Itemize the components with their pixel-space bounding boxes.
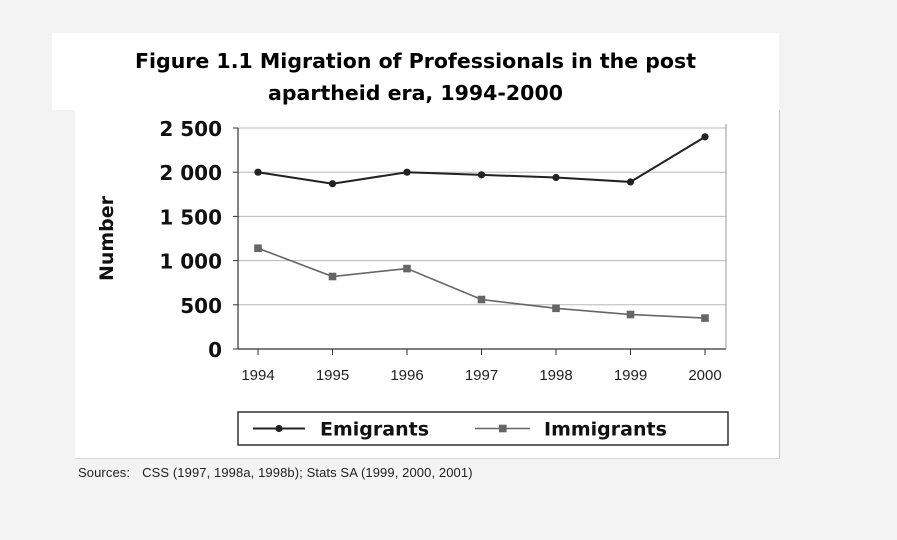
data-point-emigrants xyxy=(626,178,635,186)
legend-marker-emigrants xyxy=(275,424,283,433)
x-tick-label: 1995 xyxy=(316,367,349,384)
y-axis-title: Number xyxy=(96,195,118,281)
legend-marker-immigrants xyxy=(499,424,507,433)
source-note: Sources: CSS (1997, 1998a, 1998b); Stats … xyxy=(78,465,473,480)
y-tick-label: 2 000 xyxy=(159,161,222,185)
data-point-immigrants xyxy=(552,304,560,313)
data-point-emigrants xyxy=(254,168,262,176)
data-point-emigrants xyxy=(701,133,709,141)
series-line-immigrants xyxy=(257,247,706,319)
data-point-immigrants xyxy=(403,264,411,273)
data-point-immigrants xyxy=(328,272,337,281)
x-tick-label: 1996 xyxy=(390,367,423,384)
x-tick-label: 1998 xyxy=(539,367,572,384)
source-text: CSS (1997, 1998a, 1998b); Stats SA (1999… xyxy=(142,465,473,480)
y-tick-label: 500 xyxy=(180,294,222,318)
data-point-immigrants xyxy=(701,314,709,322)
chart-panel: 0 500 1 000 1 500 2 000 2 500 Number 1994 1995 19… xyxy=(75,110,780,459)
line-chart: 0 500 1 000 1 500 2 000 2 500 Number 1994 1995 19… xyxy=(96,117,729,446)
x-tick-label: 1997 xyxy=(465,367,498,384)
legend-label-immigrants: Immigrants xyxy=(544,419,667,441)
data-point-emigrants xyxy=(403,168,411,176)
y-tick-label: 0 xyxy=(208,338,222,362)
source-label: Sources: xyxy=(78,465,131,480)
y-tick-label: 1 500 xyxy=(159,205,222,229)
legend-label-emigrants: Emigrants xyxy=(320,419,429,441)
data-point-immigrants xyxy=(477,295,486,304)
x-tick-label: 2000 xyxy=(688,367,721,384)
y-tick-label: 2 500 xyxy=(159,117,222,141)
data-point-emigrants xyxy=(477,171,486,179)
data-point-emigrants xyxy=(328,180,337,188)
data-point-immigrants xyxy=(626,310,635,319)
x-tick-label: 1994 xyxy=(241,367,274,384)
x-tick-label: 1999 xyxy=(614,367,647,384)
data-point-emigrants xyxy=(552,173,560,182)
figure-title: Figure 1.1 Migration of Professionals in… xyxy=(52,33,779,110)
y-tick-label: 1 000 xyxy=(159,250,222,274)
figure-title-line-1: Figure 1.1 Migration of Professionals in… xyxy=(134,49,697,73)
figure-title-line-2: apartheid era, 1994-2000 xyxy=(268,81,563,105)
data-point-immigrants xyxy=(254,244,262,253)
